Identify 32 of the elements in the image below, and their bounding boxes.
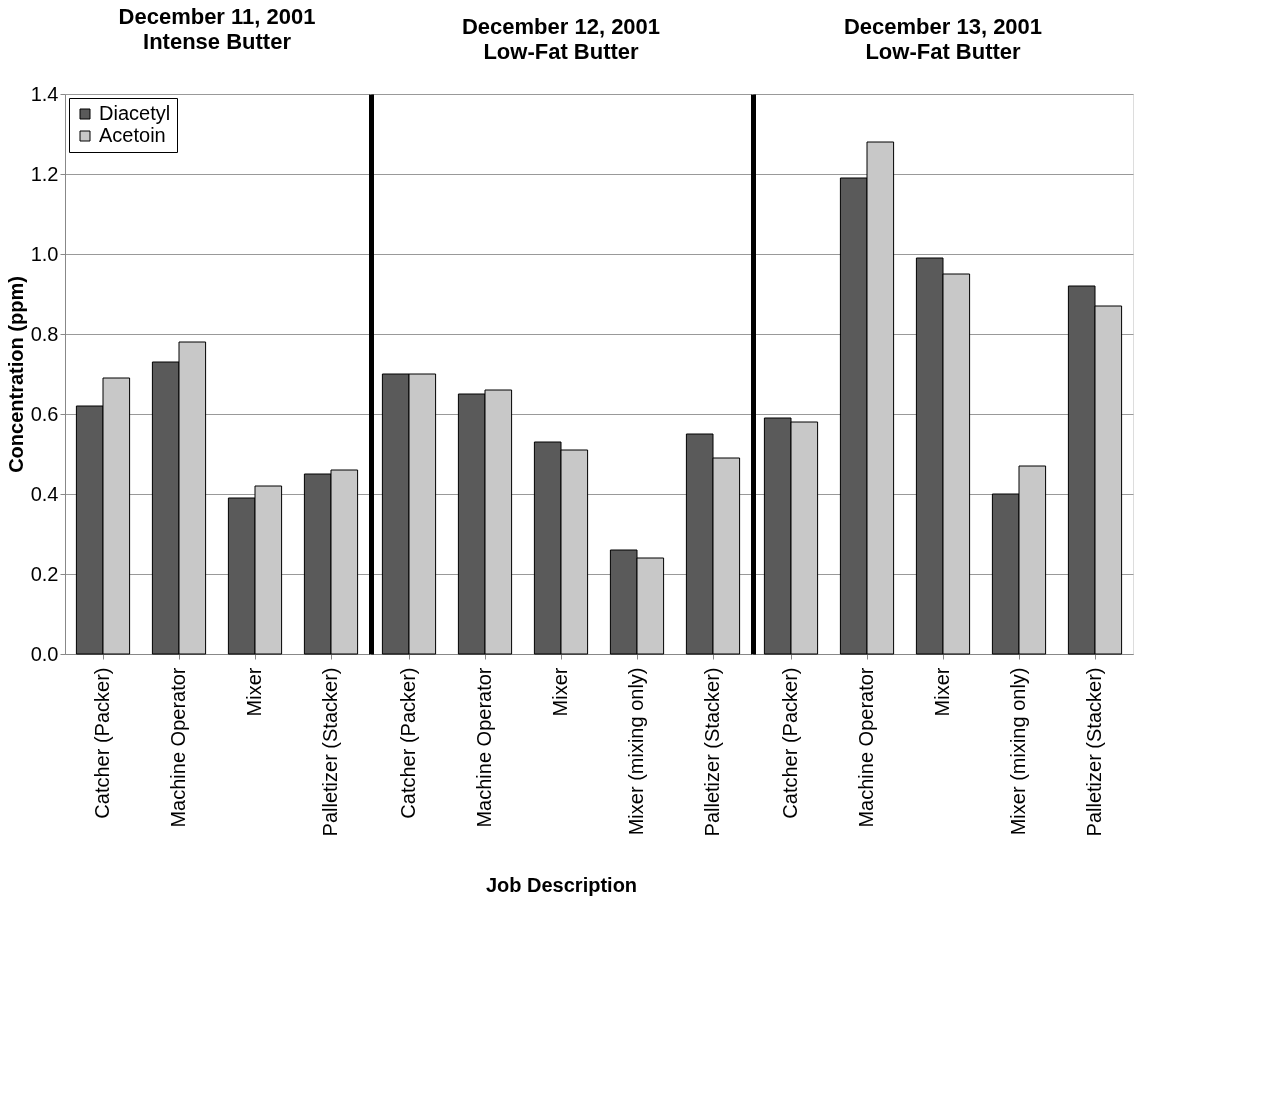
- x-tick-label: Palletizer (Stacker): [1083, 667, 1105, 837]
- x-tick-label: Palletizer (Stacker): [701, 667, 723, 837]
- x-tick-label: Catcher (Packer): [779, 667, 801, 819]
- legend-label: Acetoin: [99, 124, 166, 146]
- chart-subtitle: Intense Butter: [143, 29, 292, 54]
- chart-subtitle: Low-Fat Butter: [865, 39, 1022, 64]
- y-tick-label: 0.4: [30, 482, 59, 505]
- x-tick-label: Catcher (Packer): [91, 667, 113, 819]
- x-tick-label: Machine Operator: [473, 667, 495, 828]
- y-axis-title: Concentration (ppm): [4, 276, 27, 473]
- x-tick-label: Mixer (mixing only): [1007, 667, 1029, 836]
- chart-title: December 13, 2001: [843, 14, 1043, 39]
- x-tick-label: Palletizer (Stacker): [319, 667, 341, 837]
- x-tick-label: Mixer (mixing only): [625, 667, 647, 836]
- y-tick-label: 1.4: [30, 82, 59, 105]
- y-tick-label: 0.2: [30, 562, 59, 585]
- x-tick-label: Mixer: [549, 667, 571, 717]
- chart-title: December 11, 2001: [118, 4, 316, 29]
- y-tick-label: 0.8: [30, 322, 59, 345]
- y-tick-label: 0.0: [30, 642, 59, 665]
- chart-title: December 12, 2001: [461, 14, 661, 39]
- x-axis-title: Job Description: [485, 874, 638, 897]
- y-tick-label: 0.6: [30, 402, 59, 425]
- x-tick-label: Mixer: [931, 667, 953, 717]
- y-tick-label: 1.0: [30, 242, 59, 265]
- x-tick-label: Mixer: [243, 667, 265, 717]
- x-tick-label: Machine Operator: [167, 667, 189, 828]
- y-tick-label: 1.2: [30, 162, 59, 185]
- x-tick-label: Machine Operator: [855, 667, 877, 828]
- legend-label: Diacetyl: [99, 102, 171, 124]
- x-tick-label: Catcher (Packer): [397, 667, 419, 819]
- chart-subtitle: Low-Fat Butter: [483, 39, 640, 64]
